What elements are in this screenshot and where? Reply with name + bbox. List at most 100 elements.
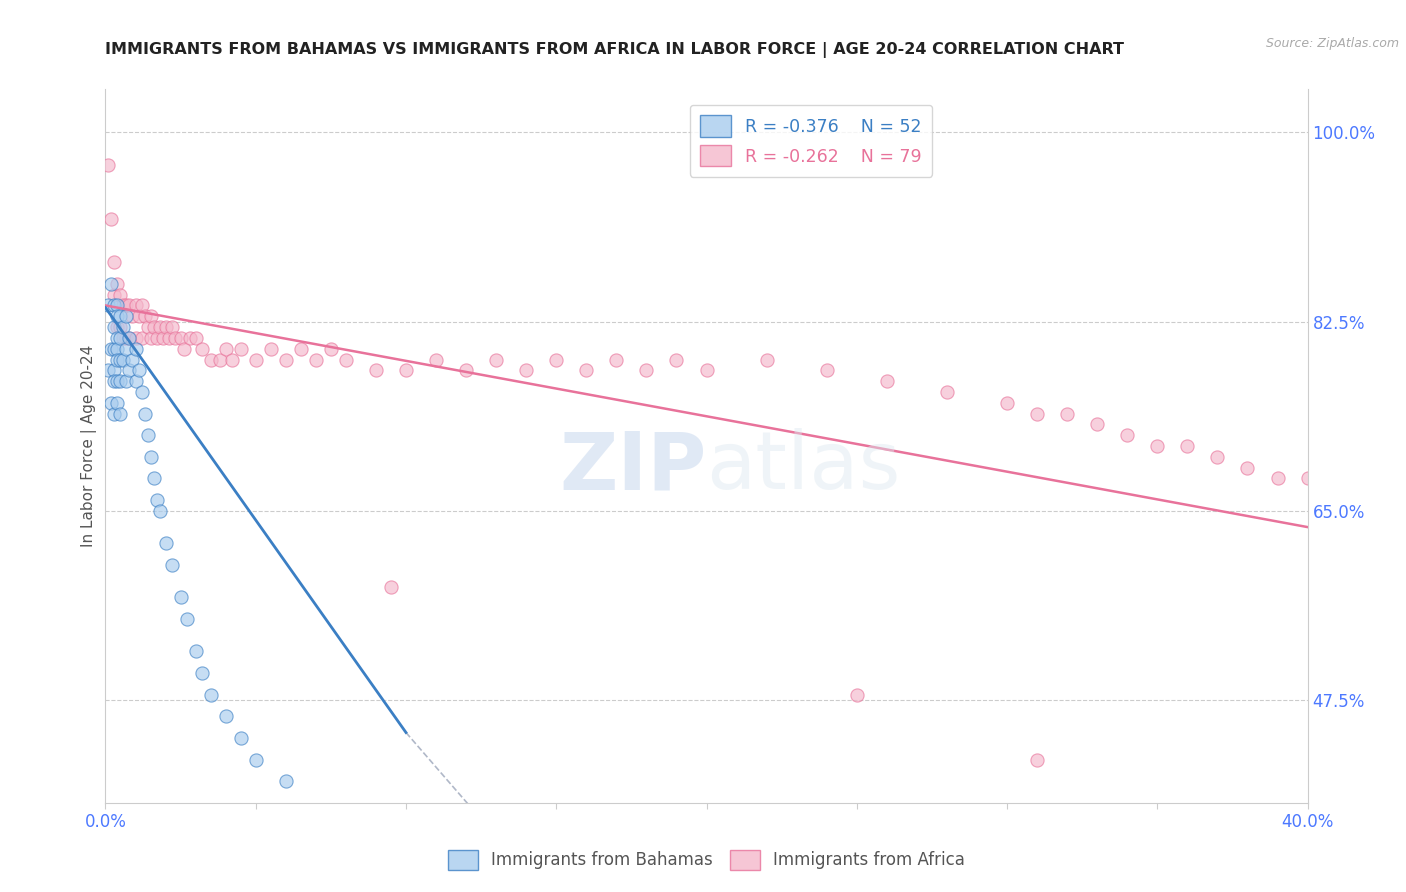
Point: [1206, 450, 1229, 464]
Point: [128, 363, 150, 377]
Point: [110, 320, 132, 334]
Point: [221, 352, 243, 367]
Point: [100, 277, 122, 291]
Point: [103, 287, 125, 301]
Point: [145, 493, 167, 508]
Point: [112, 298, 135, 312]
Point: [176, 612, 198, 626]
Point: [142, 320, 165, 334]
Point: [139, 331, 162, 345]
Point: [124, 298, 146, 312]
Point: [190, 342, 212, 356]
Point: [115, 331, 138, 345]
Point: [112, 352, 135, 367]
Point: [665, 352, 688, 367]
Point: [112, 320, 135, 334]
Point: [155, 320, 177, 334]
Text: IMMIGRANTS FROM BAHAMAS VS IMMIGRANTS FROM AFRICA IN LABOR FORCE | AGE 20-24 COR: IMMIGRANTS FROM BAHAMAS VS IMMIGRANTS FR…: [105, 42, 1125, 58]
Point: [1116, 428, 1139, 442]
Point: [121, 310, 143, 324]
Point: [485, 352, 508, 367]
Point: [876, 374, 898, 388]
Point: [200, 688, 222, 702]
Point: [118, 331, 141, 345]
Point: [274, 352, 297, 367]
Point: [100, 396, 122, 410]
Point: [395, 363, 418, 377]
Point: [160, 320, 183, 334]
Point: [169, 591, 191, 605]
Point: [208, 352, 231, 367]
Point: [145, 331, 167, 345]
Point: [107, 320, 129, 334]
Point: [319, 342, 342, 356]
Point: [364, 363, 387, 377]
Point: [245, 753, 267, 767]
Point: [1085, 417, 1108, 432]
Point: [173, 342, 195, 356]
Point: [107, 277, 129, 291]
Point: [97, 158, 120, 172]
Point: [128, 310, 150, 324]
Point: [97, 298, 120, 312]
Point: [169, 331, 191, 345]
Point: [157, 331, 180, 345]
Point: [134, 310, 156, 324]
Point: [115, 298, 138, 312]
Y-axis label: In Labor Force | Age 20-24: In Labor Force | Age 20-24: [82, 345, 97, 547]
Text: Source: ZipAtlas.com: Source: ZipAtlas.com: [1265, 37, 1399, 51]
Point: [107, 331, 129, 345]
Point: [110, 374, 132, 388]
Point: [103, 342, 125, 356]
Point: [121, 352, 143, 367]
Point: [575, 363, 598, 377]
Point: [274, 774, 297, 789]
Point: [152, 331, 174, 345]
Point: [131, 384, 153, 399]
Point: [124, 342, 146, 356]
Point: [103, 320, 125, 334]
Point: [200, 352, 222, 367]
Point: [755, 352, 778, 367]
Point: [110, 310, 132, 324]
Point: [134, 407, 156, 421]
Point: [160, 558, 183, 572]
Point: [131, 331, 153, 345]
Point: [100, 211, 122, 226]
Point: [136, 428, 159, 442]
Point: [845, 688, 868, 702]
Point: [163, 331, 186, 345]
Point: [305, 352, 328, 367]
Point: [335, 352, 357, 367]
Point: [290, 342, 312, 356]
Point: [100, 342, 122, 356]
Point: [107, 310, 129, 324]
Point: [103, 298, 125, 312]
Point: [995, 396, 1018, 410]
Point: [179, 331, 201, 345]
Point: [110, 352, 132, 367]
Point: [546, 352, 568, 367]
Point: [1056, 407, 1078, 421]
Point: [139, 450, 162, 464]
Point: [605, 352, 627, 367]
Point: [454, 363, 477, 377]
Point: [148, 504, 170, 518]
Point: [696, 363, 718, 377]
Point: [112, 331, 135, 345]
Point: [115, 374, 138, 388]
Point: [1026, 407, 1049, 421]
Point: [139, 310, 162, 324]
Point: [97, 363, 120, 377]
Point: [1026, 753, 1049, 767]
Point: [118, 363, 141, 377]
Point: [184, 331, 207, 345]
Point: [103, 363, 125, 377]
Legend: Immigrants from Bahamas, Immigrants from Africa: Immigrants from Bahamas, Immigrants from…: [441, 843, 972, 877]
Point: [103, 255, 125, 269]
Point: [131, 298, 153, 312]
Point: [107, 342, 129, 356]
Point: [107, 396, 129, 410]
Point: [118, 331, 141, 345]
Point: [142, 471, 165, 485]
